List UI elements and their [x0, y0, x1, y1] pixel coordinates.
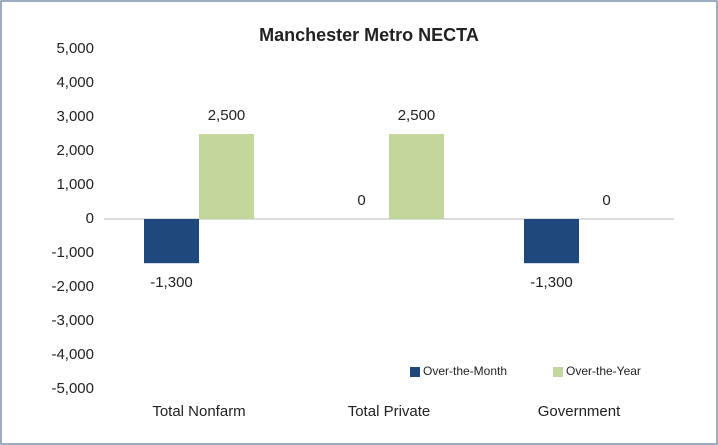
x-tick-label: Government: [538, 403, 621, 420]
legend-swatch: [410, 367, 420, 377]
legend-label: Over-the-Month: [423, 364, 507, 378]
x-tick-label: Total Nonfarm: [152, 403, 245, 420]
y-tick-label: -4,000: [51, 346, 94, 363]
y-tick-label: 1,000: [56, 176, 94, 193]
value-label: 2,500: [398, 107, 436, 124]
legend-label: Over-the-Year: [566, 364, 641, 378]
y-tick-label: -3,000: [51, 312, 94, 329]
y-tick-label: 4,000: [56, 74, 94, 91]
chart-title: Manchester Metro NECTA: [259, 25, 479, 45]
bar: [199, 134, 254, 219]
value-label: 0: [357, 192, 365, 209]
value-label: 2,500: [208, 107, 246, 124]
x-tick-label: Total Private: [348, 403, 431, 420]
y-tick-label: 3,000: [56, 108, 94, 125]
y-tick-label: -5,000: [51, 380, 94, 397]
value-label: -1,300: [530, 274, 573, 291]
y-tick-label: 0: [86, 210, 94, 227]
legend-swatch: [553, 367, 563, 377]
value-label: -1,300: [150, 274, 193, 291]
value-label: 0: [602, 192, 610, 209]
y-tick-label: -2,000: [51, 278, 94, 295]
bar: [144, 219, 199, 264]
bar: [389, 134, 444, 219]
y-tick-label: -1,000: [51, 244, 94, 261]
y-tick-label: 2,000: [56, 142, 94, 159]
bar: [524, 219, 579, 264]
y-tick-label: 5,000: [56, 40, 94, 57]
